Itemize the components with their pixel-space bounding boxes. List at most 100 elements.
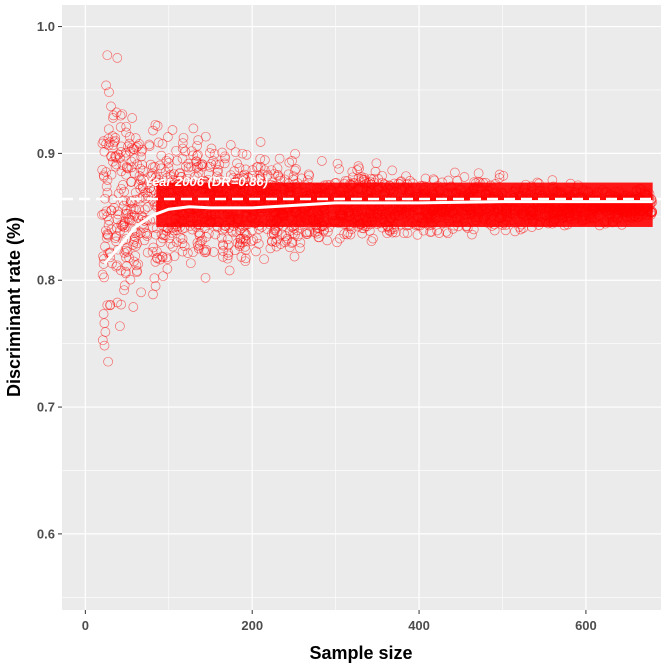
scatter-point xyxy=(126,156,137,167)
scatter-point xyxy=(223,250,234,261)
scatter-point xyxy=(177,234,188,244)
scatter-point xyxy=(268,228,279,239)
scatter-point xyxy=(322,235,333,246)
scatter-point xyxy=(185,258,196,269)
scatter-point xyxy=(265,243,276,254)
scatter-point xyxy=(387,165,398,176)
y-tick-label: 1.0 xyxy=(37,19,55,34)
scatter-point xyxy=(151,171,161,182)
scatter-point xyxy=(115,122,126,132)
y-tick-label: 0.9 xyxy=(37,146,55,161)
scatter-point xyxy=(162,263,173,274)
scatter-point xyxy=(126,209,137,220)
scatter-point xyxy=(467,229,477,240)
scatter-point xyxy=(112,260,123,271)
scatter-point xyxy=(259,254,269,265)
scatter-point xyxy=(115,321,125,332)
scatter-point xyxy=(192,151,202,161)
scatter-point xyxy=(157,139,168,149)
scatter-point xyxy=(225,140,236,150)
scatter-point xyxy=(103,230,113,241)
scatter-point xyxy=(177,138,188,148)
scatter-point xyxy=(134,204,145,215)
scatter-point xyxy=(216,232,227,243)
scatter-point xyxy=(206,143,217,154)
grid-major xyxy=(62,5,661,610)
scatter-point xyxy=(425,227,435,237)
scatter-point xyxy=(251,162,262,173)
scatter-point xyxy=(188,123,199,134)
scatter-point xyxy=(494,169,505,180)
scatter-point xyxy=(153,137,164,148)
scatter-point xyxy=(130,133,141,143)
scatter-point xyxy=(224,265,235,276)
scatter-point xyxy=(174,168,185,179)
scatter-point xyxy=(101,225,111,236)
scatter-point xyxy=(112,214,123,225)
x-tick-label: 200 xyxy=(241,618,263,633)
scatter-point xyxy=(228,172,239,183)
scatter-point xyxy=(283,169,294,180)
scatter-point xyxy=(136,151,147,162)
scatter-point xyxy=(105,300,115,311)
scatter-point xyxy=(97,138,108,149)
scatter-point xyxy=(139,216,150,226)
scatter-point xyxy=(119,222,130,233)
scatter-point xyxy=(209,149,220,159)
scatter-point xyxy=(251,233,262,244)
scatter-point xyxy=(122,246,133,257)
scatter-point xyxy=(177,153,188,164)
scatter-point xyxy=(128,204,139,214)
scatter-point xyxy=(193,243,204,254)
scatter-point xyxy=(162,254,173,264)
scatter-point xyxy=(125,214,135,225)
scatter-point xyxy=(117,221,128,232)
scatter-point xyxy=(255,172,266,182)
scatter-point xyxy=(130,241,141,252)
scatter-point xyxy=(353,161,364,171)
scatter-point xyxy=(204,148,215,158)
scatter-point xyxy=(110,152,120,162)
scatter-point xyxy=(128,239,139,250)
scatter-point xyxy=(155,254,166,265)
scatter-point xyxy=(169,169,179,180)
scatter-point xyxy=(223,240,234,250)
scatter-point xyxy=(148,162,158,173)
scatter-point xyxy=(135,184,146,194)
scatter-point xyxy=(284,157,295,168)
scatter-point xyxy=(222,234,233,245)
scatter-point xyxy=(255,137,266,147)
scatter-point xyxy=(118,200,129,211)
scatter-point xyxy=(99,340,110,351)
scatter-point xyxy=(220,153,231,164)
scatter-point xyxy=(412,229,423,240)
scatter-point xyxy=(289,251,300,262)
scatter-point xyxy=(103,356,113,367)
scatter-point xyxy=(164,153,174,164)
scatter-point xyxy=(147,247,158,257)
scatter-point xyxy=(118,235,128,246)
scatter-point xyxy=(382,228,392,239)
scatter-point xyxy=(177,143,188,154)
scatter-point xyxy=(179,241,190,252)
scatter-point xyxy=(102,187,113,198)
scatter-point xyxy=(371,158,382,169)
scatter-point xyxy=(281,235,292,246)
scatter-point xyxy=(136,287,146,298)
scatter-point xyxy=(165,238,176,249)
scatter-point xyxy=(302,229,313,239)
scatter-point xyxy=(473,168,484,179)
scatter-point xyxy=(108,110,119,121)
scatter-point xyxy=(247,171,258,181)
scatter-point xyxy=(304,170,315,181)
scatter-point xyxy=(317,156,327,166)
scatter-point xyxy=(144,141,155,151)
scatter-point xyxy=(189,172,200,182)
scatter-point xyxy=(192,140,202,151)
scatter-point xyxy=(332,237,342,248)
scatter-point xyxy=(237,148,248,159)
scatter-point xyxy=(104,215,114,226)
scatter-point xyxy=(115,110,126,121)
scatter-point xyxy=(149,273,160,284)
scatter-point xyxy=(288,171,299,182)
